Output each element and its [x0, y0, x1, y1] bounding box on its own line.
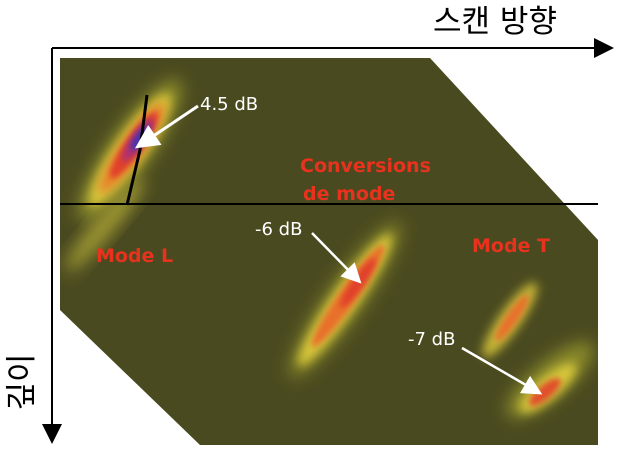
label-db-top: 4.5 dB [200, 94, 258, 115]
x-axis-label: 스캔 방향 [433, 4, 557, 40]
depth-marker [125, 94, 149, 206]
arrow-db-mid [311, 232, 362, 284]
arrow-db-top [135, 104, 199, 149]
y-axis-label: 깊이 [4, 353, 40, 410]
label-de-mode: de mode [303, 183, 395, 205]
label-conversions: Conversions [300, 155, 431, 177]
label-mode-t: Mode T [472, 235, 550, 257]
label-db-right: -7 dB [408, 329, 455, 350]
echo-mode-t [482, 282, 594, 418]
arrow-db-right [461, 346, 543, 395]
label-mode-l: Mode L [96, 245, 173, 267]
echo-mid [288, 221, 402, 379]
label-db-mid: -6 dB [255, 219, 302, 240]
